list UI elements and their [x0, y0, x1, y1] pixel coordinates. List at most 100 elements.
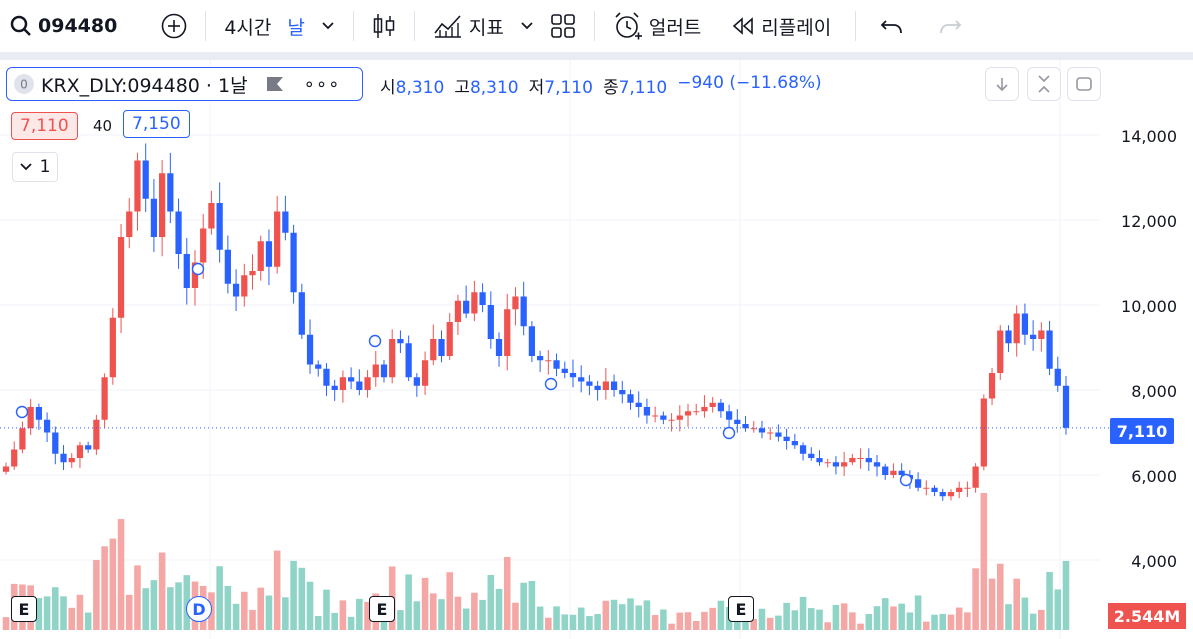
candle-body [200, 228, 207, 263]
collapse-button[interactable] [1027, 67, 1061, 101]
maximize-button[interactable] [1067, 67, 1101, 101]
candle-body [232, 283, 240, 297]
alert-button[interactable]: 얼러트 [605, 6, 709, 46]
scroll-down-button[interactable] [985, 67, 1019, 101]
volume-bar [1062, 560, 1070, 630]
volume-bar [273, 550, 281, 630]
volume-bar [117, 519, 125, 630]
collapse-panes-button[interactable]: 1 [12, 152, 58, 182]
volume-bar [594, 614, 601, 630]
candle-body [947, 492, 955, 497]
volume-bar [109, 538, 117, 630]
volume-bar [758, 608, 766, 630]
volume-bar [232, 603, 240, 630]
more-icon[interactable]: ∘∘∘ [303, 73, 341, 95]
candle-body [438, 339, 445, 356]
volume-bar [873, 606, 881, 630]
earnings-marker[interactable]: E [369, 596, 395, 622]
candle-body [109, 317, 116, 378]
sell-price-badge[interactable]: 7,110 [11, 112, 78, 140]
volume-bar [824, 622, 831, 630]
volume-bar [35, 598, 43, 630]
redo-icon [940, 20, 962, 34]
indicators-button[interactable]: 지표 [425, 6, 512, 46]
candle-body [734, 419, 741, 424]
volume-bar [2, 617, 10, 630]
candle-body [1038, 330, 1045, 339]
layouts-button[interactable] [542, 6, 584, 46]
candle-body [553, 360, 560, 369]
candle-body [306, 334, 314, 365]
volume-bar [306, 581, 314, 630]
candle-body [134, 160, 141, 212]
candle-body [372, 364, 379, 378]
panes-count: 1 [39, 157, 51, 177]
candle-body [536, 356, 544, 361]
split-event-marker[interactable] [15, 405, 29, 419]
candle-body [849, 458, 856, 463]
volume-bar [1054, 589, 1062, 630]
split-event-marker[interactable] [191, 262, 205, 276]
undo-button[interactable] [872, 6, 912, 46]
volume-bar [265, 595, 273, 630]
replay-button[interactable]: 리플레이 [723, 6, 839, 46]
volume-bar [314, 616, 322, 630]
candle-body [1021, 313, 1029, 335]
candle-body [750, 428, 757, 430]
earnings-marker[interactable]: E [728, 596, 754, 622]
symbol-search[interactable]: 094480 [0, 6, 125, 46]
volume-bar [413, 601, 421, 630]
volume-bar [840, 603, 848, 630]
current-volume-tag: 2.544M [1108, 603, 1186, 629]
interval-dropdown[interactable] [313, 6, 343, 46]
volume-bar [775, 615, 782, 630]
candle-body [569, 373, 577, 378]
volume-bar [438, 599, 445, 630]
candle-body [159, 173, 166, 237]
volume-bar [364, 601, 371, 630]
split-event-marker[interactable] [544, 377, 558, 391]
volume-bar [635, 605, 642, 630]
split-event-marker[interactable] [722, 426, 736, 440]
split-event-marker[interactable] [899, 473, 913, 487]
candle-body [413, 377, 420, 386]
chart-type-button[interactable] [364, 6, 404, 46]
volume-bar [816, 609, 823, 630]
symbol-logo-icon: 0 [14, 74, 34, 94]
candle-body [290, 232, 297, 293]
candle-body [997, 330, 1004, 373]
volume-bar [857, 623, 864, 630]
candle-body [857, 458, 864, 459]
candle-body [397, 339, 404, 344]
candle-body [816, 458, 823, 463]
spread-value: 40 [93, 117, 113, 135]
volume-bar [750, 618, 758, 630]
volume-bar [1005, 604, 1012, 630]
dividend-marker[interactable]: D [186, 596, 212, 622]
interval-day[interactable]: 날 [279, 6, 312, 46]
split-event-marker[interactable] [368, 334, 382, 348]
volume-bar [742, 616, 749, 630]
indicators-dropdown[interactable] [512, 6, 542, 46]
price-chart[interactable] [0, 60, 1193, 639]
volume-bar [881, 598, 889, 630]
earnings-marker[interactable]: E [11, 596, 37, 622]
svg-text:0: 0 [20, 78, 28, 92]
buy-price-badge[interactable]: 7,150 [123, 110, 190, 138]
compare-button[interactable] [153, 6, 195, 46]
interval-day-label: 날 [287, 16, 305, 39]
candle-body [117, 237, 125, 318]
volume-bar [972, 568, 979, 630]
candle-body [799, 445, 807, 454]
volume-bar [471, 592, 478, 630]
redo-button[interactable] [930, 6, 970, 46]
candle-body [627, 394, 634, 403]
candle-body [347, 377, 355, 382]
interval-4h[interactable]: 4시간 [216, 6, 279, 46]
candle-body [315, 364, 322, 369]
divider [413, 11, 415, 41]
volume-bar [52, 587, 59, 630]
volume-bar [651, 615, 659, 630]
candle-body [545, 360, 552, 362]
symbol-legend[interactable]: 0 KRX_DLY:094480 · 1날 ∘∘∘ [6, 67, 363, 101]
